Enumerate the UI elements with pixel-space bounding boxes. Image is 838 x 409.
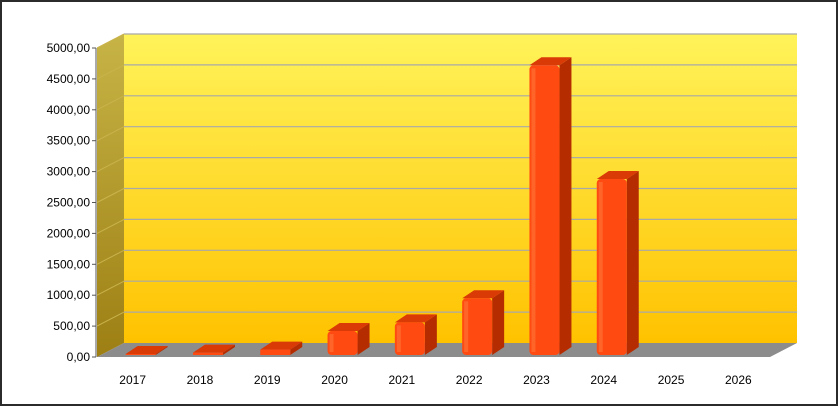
bar-side — [222, 344, 235, 355]
side-gridline — [96, 218, 125, 234]
bar-side — [492, 290, 505, 355]
y-axis: 0,00 500,00 1000,00 1500,00 2000,00 2500,00 30… — [47, 41, 97, 364]
bar-2018 — [192, 344, 235, 355]
side-gridline — [96, 64, 125, 80]
side-gridline — [96, 311, 125, 327]
bar-highlight — [598, 182, 603, 352]
y-tick-label: 1500,00 — [47, 257, 91, 271]
gridlines — [96, 33, 797, 327]
bar-2024 — [596, 171, 639, 355]
bar-highlight — [464, 301, 469, 352]
x-tick-label: 2020 — [321, 373, 348, 387]
side-gridline — [96, 33, 125, 49]
x-tick-label: 2019 — [254, 373, 281, 387]
bar-2022 — [462, 290, 505, 355]
y-tick-label: 500,00 — [53, 319, 90, 333]
x-tick-label: 2026 — [725, 373, 752, 387]
bar-front — [327, 331, 358, 355]
y-tick-label: 5000,00 — [47, 41, 91, 55]
x-tick-label: 2017 — [119, 373, 146, 387]
bar-front — [125, 354, 156, 355]
bar-highlight — [396, 325, 401, 352]
bars — [125, 57, 639, 355]
bar-top — [596, 171, 639, 180]
bar-side — [559, 57, 572, 355]
y-tick-label: 0,00 — [67, 350, 91, 364]
x-axis: 2017 2018 2019 2020 2021 2022 2023 2024 2025 2026 — [119, 373, 752, 387]
bar-chart: 0,00 500,00 1000,00 1500,00 2000,00 2500,00 30… — [47, 33, 797, 387]
bar-highlight — [329, 334, 334, 352]
y-tick-label: 3500,00 — [47, 134, 91, 148]
side-gridline — [96, 126, 125, 142]
x-tick-label: 2018 — [187, 373, 214, 387]
bar-front — [192, 352, 223, 355]
bar-top — [529, 57, 572, 66]
x-tick-label: 2021 — [388, 373, 415, 387]
bar-side — [424, 314, 437, 355]
x-tick-label: 2024 — [590, 373, 617, 387]
bar-top — [462, 290, 505, 299]
side-gridline — [96, 249, 125, 265]
bar-front — [394, 322, 425, 355]
y-tick-label: 2000,00 — [47, 226, 91, 240]
bar-front — [596, 179, 627, 355]
bar-top — [192, 344, 235, 353]
bar-2019 — [260, 341, 303, 355]
bar-2017 — [125, 346, 168, 355]
bar-top — [125, 346, 168, 354]
x-tick-label: 2023 — [523, 373, 550, 387]
y-tick-label: 2500,00 — [47, 196, 91, 210]
y-tick-label: 3000,00 — [47, 165, 91, 179]
bar-2020 — [327, 323, 370, 355]
side-gridline — [96, 280, 125, 296]
side-gridline — [96, 188, 125, 203]
bar-2023 — [529, 57, 572, 355]
bar-side — [290, 341, 303, 355]
bar-front — [462, 298, 493, 355]
bar-side — [357, 323, 370, 355]
chart-walls — [97, 34, 797, 357]
bar-front — [260, 349, 291, 355]
bar-front — [529, 65, 560, 355]
bar-top — [260, 341, 303, 350]
bar-top — [327, 323, 370, 332]
bar-side — [155, 346, 168, 355]
bar-2021 — [394, 314, 437, 355]
bar-side — [626, 171, 639, 355]
bar-highlight — [531, 68, 536, 352]
y-tick-label: 4500,00 — [47, 72, 91, 86]
side-gridline — [96, 95, 125, 111]
y-tick-label: 4000,00 — [47, 103, 91, 117]
x-tick-label: 2022 — [456, 373, 483, 387]
bar-top — [394, 314, 437, 323]
x-tick-label: 2025 — [658, 373, 685, 387]
y-tick-label: 1000,00 — [47, 288, 91, 302]
side-gridline — [96, 157, 125, 173]
